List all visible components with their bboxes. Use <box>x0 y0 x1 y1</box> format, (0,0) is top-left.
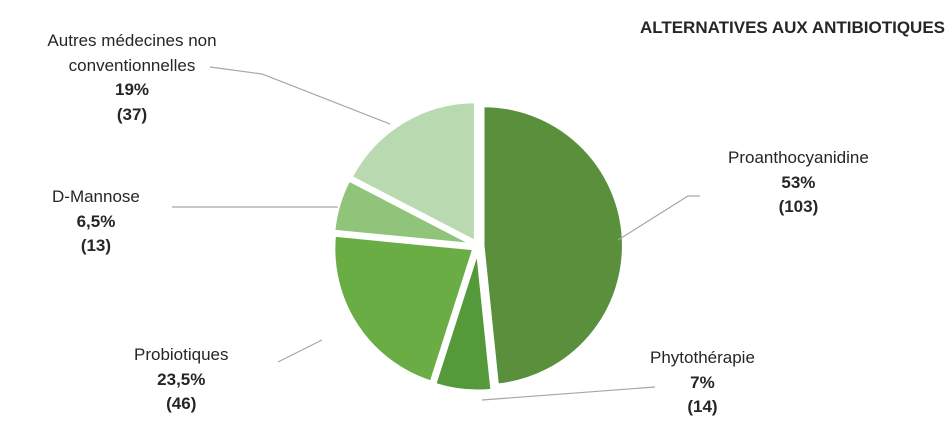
label-proanthocyanidine: Proanthocyanidine 53% (103) <box>728 146 869 220</box>
slice-percent: 6,5% <box>76 211 116 231</box>
slice-count: (13) <box>80 236 112 256</box>
leader-line-0 <box>617 195 700 241</box>
slice-count: (46) <box>166 394 197 414</box>
slice-percent: 53% <box>781 172 816 192</box>
label-d-mannose: D-Mannose 6,5% (13) <box>52 185 140 259</box>
slice-percent: 19% <box>114 80 150 100</box>
slice-name: D-Mannose <box>52 187 140 206</box>
slice-name: Probiotiques <box>134 345 229 364</box>
label-autres-medecines: Autres médecines non conventionnelles 19… <box>2 29 262 128</box>
slice-percent: 7% <box>690 372 715 392</box>
slice-percent: 23,5% <box>157 369 206 389</box>
pie-slice-0 <box>481 104 625 387</box>
label-phytotherapie: Phytothérapie 7% (14) <box>650 346 755 420</box>
leader-line-2 <box>277 339 323 363</box>
chart-title: ALTERNATIVES AUX ANTIBIOTIQUES <box>639 18 945 37</box>
slice-count: (14) <box>687 397 718 417</box>
pie-slice-4 <box>349 100 477 245</box>
slice-count: (37) <box>116 104 148 124</box>
slice-name: Autres médecines non conventionnelles <box>47 31 217 75</box>
label-probiotiques: Probiotiques 23,5% (46) <box>134 343 229 417</box>
slice-count: (103) <box>778 197 819 217</box>
pie-slice-3 <box>332 177 474 247</box>
pie-slice-2 <box>332 233 476 384</box>
leader-line-1 <box>481 386 656 401</box>
leader-line-4 <box>209 66 391 125</box>
pie-slice-1 <box>432 250 494 393</box>
slice-name: Proanthocyanidine <box>728 148 869 167</box>
slice-name: Phytothérapie <box>650 348 755 367</box>
